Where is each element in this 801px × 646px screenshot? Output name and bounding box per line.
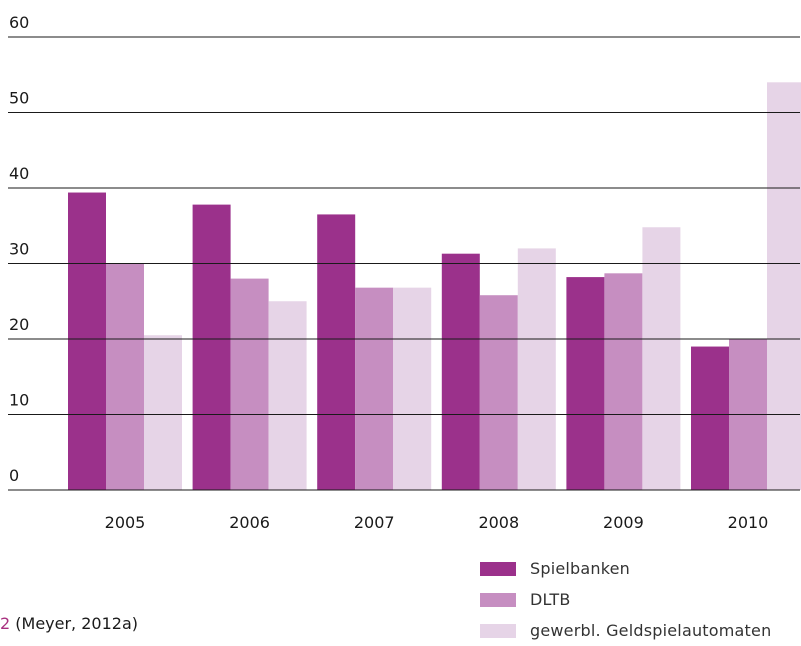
bars [68,82,801,491]
bar-gewerbl-geldspielautomaten-2008 [517,248,556,490]
legend-item-geldspielautomaten: gewerbl. Geldspielautomaten [480,615,771,646]
x-tick-label: 2006 [229,513,270,532]
x-tick-label: 2005 [105,513,146,532]
bar-dltb-2006 [230,278,269,490]
y-tick-label: 60 [9,13,29,32]
y-tick-label: 10 [9,391,29,410]
bar-spielbanken-2007 [317,214,356,491]
source-number: 2 [0,614,11,633]
bar-gewerbl-geldspielautomaten-2009 [642,227,681,490]
x-tick-label: 2008 [478,513,519,532]
legend-label: Spielbanken [530,559,631,578]
bar-chart: 0 10 20 30 40 50 60 2005 2006 2007 2008 2009 2010 [8,13,801,532]
bar-spielbanken-2008 [441,253,480,490]
bar-gewerbl-geldspielautomaten-2006 [268,301,307,490]
bar-spielbanken-2010 [691,346,729,490]
legend-item-spielbanken: Spielbanken [480,553,771,584]
bar-spielbanken-2006 [192,204,231,491]
legend-swatch [480,623,516,638]
y-tick-label: 30 [9,240,29,259]
x-tick-label: 2007 [354,513,395,532]
bar-gewerbl-geldspielautomaten-2005 [144,335,182,490]
x-axis-ticks: 2005 2006 2007 2008 2009 2010 [105,513,769,532]
legend-swatch [480,561,516,576]
bar-dltb-2008 [479,295,518,490]
y-tick-label: 0 [9,466,19,485]
bar-dltb-2005 [106,263,144,490]
y-tick-label: 40 [9,164,29,183]
y-axis-ticks: 0 10 20 30 40 50 60 [9,13,29,485]
x-tick-label: 2009 [603,513,644,532]
gridlines [8,36,800,491]
legend-swatch [480,592,516,607]
x-tick-label: 2010 [728,513,769,532]
y-tick-label: 50 [9,89,29,108]
bar-spielbanken-2009 [566,277,605,490]
legend-item-dltb: DLTB [480,584,771,615]
bar-gewerbl-geldspielautomaten-2010 [767,82,801,491]
bar-dltb-2007 [355,287,394,490]
legend-label: gewerbl. Geldspielautomaten [530,621,772,640]
legend: Spielbanken DLTB gewerbl. Geldspielautom… [480,553,771,646]
bar-gewerbl-geldspielautomaten-2007 [393,287,432,490]
y-tick-label: 20 [9,315,29,334]
legend-label: DLTB [530,590,571,609]
bar-spielbanken-2005 [68,192,106,490]
bar-dltb-2009 [604,273,643,490]
source-text: (Meyer, 2012a) [10,614,138,633]
source-note: 2 (Meyer, 2012a) [0,614,138,633]
